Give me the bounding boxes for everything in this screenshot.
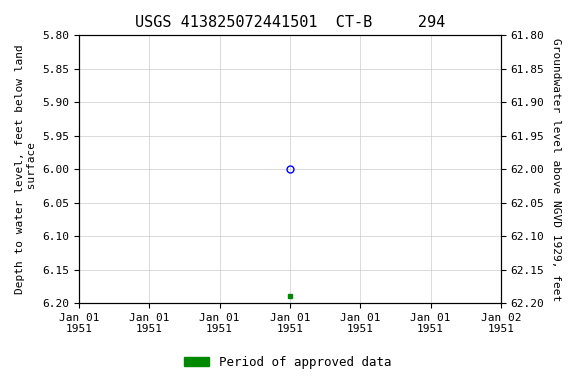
Y-axis label: Depth to water level, feet below land
 surface: Depth to water level, feet below land su… [15, 44, 37, 294]
Title: USGS 413825072441501  CT-B     294: USGS 413825072441501 CT-B 294 [135, 15, 445, 30]
Legend: Period of approved data: Period of approved data [179, 351, 397, 374]
Y-axis label: Groundwater level above NGVD 1929, feet: Groundwater level above NGVD 1929, feet [551, 38, 561, 301]
